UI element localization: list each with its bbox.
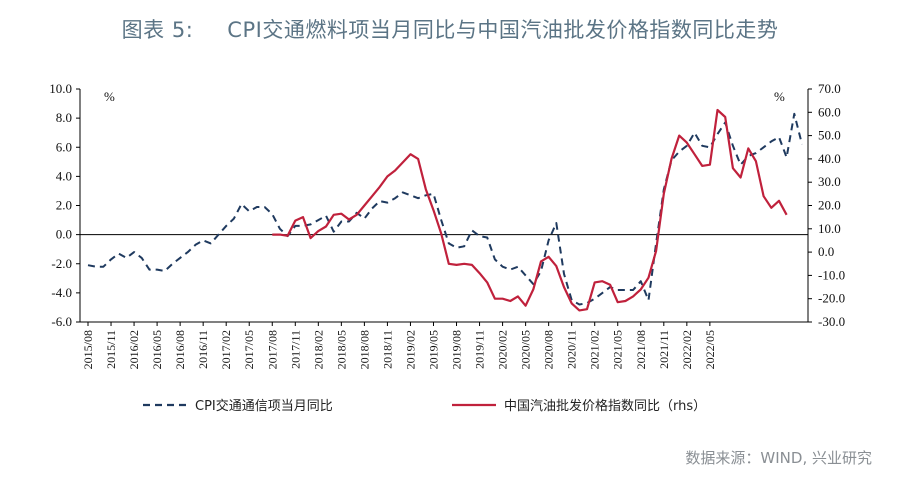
x-tick-label: 2019/05	[426, 330, 440, 369]
x-tick-label: 2020/02	[496, 330, 510, 369]
series-lines	[87, 108, 803, 312]
axes: -6.0 -4.0 -2.0 0.0 2.0 4.0 6.0 8.0 10.0 -30.0 -20.…	[49, 81, 845, 369]
left-tick-label: 8.0	[56, 110, 72, 125]
x-tick-label: 2018/05	[334, 330, 348, 369]
x-tick-label: 2021/02	[588, 330, 602, 369]
x-tick-label: 2017/05	[242, 330, 256, 369]
left-unit-label: %	[104, 89, 115, 104]
left-tick-label: 2.0	[56, 198, 72, 213]
x-tick-label: 2016/08	[173, 330, 187, 369]
x-tick-label: 2018/02	[311, 330, 325, 369]
chart-title: 图表 5: CPI交通燃料项当月同比与中国汽油批发价格指数同比走势	[0, 14, 900, 44]
x-tick-label: 2022/02	[680, 330, 694, 369]
left-tick-label: -4.0	[51, 285, 72, 300]
left-tick-label: 4.0	[56, 168, 72, 183]
x-tick-label: 2015/11	[104, 330, 118, 369]
x-tick-label: 2016/02	[127, 330, 141, 369]
left-tick-label: 10.0	[49, 81, 72, 96]
left-tick-label: 6.0	[56, 139, 72, 154]
legend: CPI交通通信项当月同比 中国汽油批发价格指数同比（rhs）	[143, 398, 706, 414]
x-tick-label: 2020/08	[542, 330, 556, 369]
right-tick-label: 50.0	[818, 128, 841, 143]
right-tick-label: 40.0	[818, 151, 841, 166]
x-tick-label: 2017/11	[288, 330, 302, 369]
chart-title-text: CPI交通燃料项当月同比与中国汽油批发价格指数同比走势	[227, 18, 779, 42]
x-tick-label: 2018/08	[357, 330, 371, 369]
source-note: 数据来源：WIND, 兴业研究	[685, 449, 872, 467]
legend-label-1: CPI交通通信项当月同比	[195, 398, 333, 414]
right-tick-label: -20.0	[818, 291, 845, 306]
legend-label-2: 中国汽油批发价格指数同比（rhs）	[504, 398, 706, 414]
x-tick-label: 2020/11	[565, 330, 579, 369]
x-tick-label: 2021/08	[634, 330, 648, 369]
right-tick-label: -30.0	[818, 314, 845, 329]
x-tick-label: 2017/08	[265, 330, 279, 369]
right-tick-label: 10.0	[818, 221, 841, 236]
x-tick-label: 2016/05	[150, 330, 164, 369]
chart-title-label: 图表 5:	[121, 18, 194, 42]
x-tick-label: 2021/11	[657, 330, 671, 369]
left-tick-label: -2.0	[51, 256, 72, 271]
x-tick-label: 2021/05	[611, 330, 625, 369]
x-tick-label: 2019/08	[450, 330, 464, 369]
right-tick-label: -10.0	[818, 267, 845, 282]
x-tick-label: 2019/11	[473, 330, 487, 369]
left-tick-label: 0.0	[56, 227, 72, 242]
x-tick-label: 2019/02	[403, 330, 417, 369]
left-tick-label: -6.0	[51, 314, 72, 329]
right-tick-label: 20.0	[818, 198, 841, 213]
x-tick-label: 2016/11	[196, 330, 210, 369]
series-line-cpi-transport	[87, 112, 803, 306]
right-tick-label: 70.0	[818, 81, 841, 96]
right-tick-label: 30.0	[818, 174, 841, 189]
x-tick-label: 2020/05	[519, 330, 533, 369]
right-tick-label: 60.0	[818, 104, 841, 119]
x-tick-label: 2022/05	[703, 330, 717, 369]
x-tick-label: 2018/11	[380, 330, 394, 369]
series-line-gasoline-wholesale	[272, 108, 788, 312]
right-tick-label: 0.0	[818, 244, 834, 259]
x-tick-label: 2015/08	[81, 330, 95, 369]
x-tick-label: 2017/02	[219, 330, 233, 369]
right-unit-label: %	[774, 89, 785, 104]
